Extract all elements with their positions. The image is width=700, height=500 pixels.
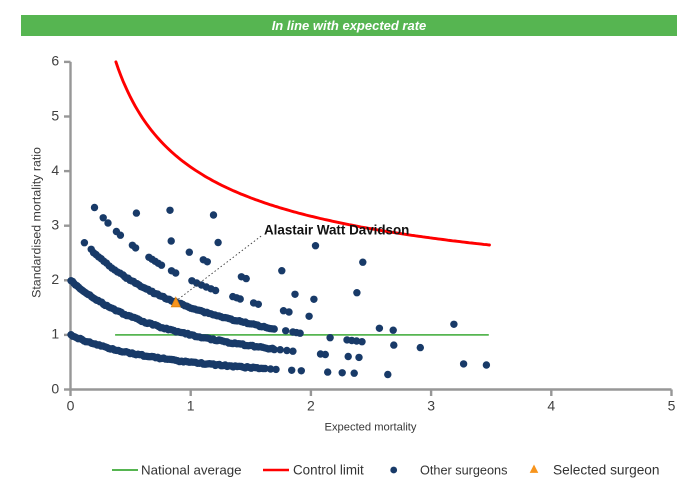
svg-text:Control limit: Control limit xyxy=(293,462,364,477)
svg-text:0: 0 xyxy=(51,380,59,396)
svg-text:2: 2 xyxy=(51,271,59,287)
svg-text:2: 2 xyxy=(307,397,315,413)
svg-text:National average: National average xyxy=(141,462,242,477)
svg-text:3: 3 xyxy=(427,397,435,413)
svg-text:5: 5 xyxy=(668,397,676,413)
svg-text:Expected mortality: Expected mortality xyxy=(324,421,416,433)
svg-text:4: 4 xyxy=(51,162,59,178)
svg-text:Selected surgeon: Selected surgeon xyxy=(553,462,660,477)
svg-text:4: 4 xyxy=(547,397,555,413)
svg-text:0: 0 xyxy=(67,397,75,413)
svg-text:5: 5 xyxy=(51,107,59,123)
svg-text:1: 1 xyxy=(187,397,195,413)
svg-text:Standardised mortality ratio: Standardised mortality ratio xyxy=(30,147,44,298)
svg-text:3: 3 xyxy=(51,217,59,233)
svg-text:6: 6 xyxy=(51,53,59,69)
svg-text:1: 1 xyxy=(51,326,59,342)
svg-text:Alastair Watt Davidson: Alastair Watt Davidson xyxy=(264,223,409,238)
svg-text:Other surgeons: Other surgeons xyxy=(420,463,507,477)
